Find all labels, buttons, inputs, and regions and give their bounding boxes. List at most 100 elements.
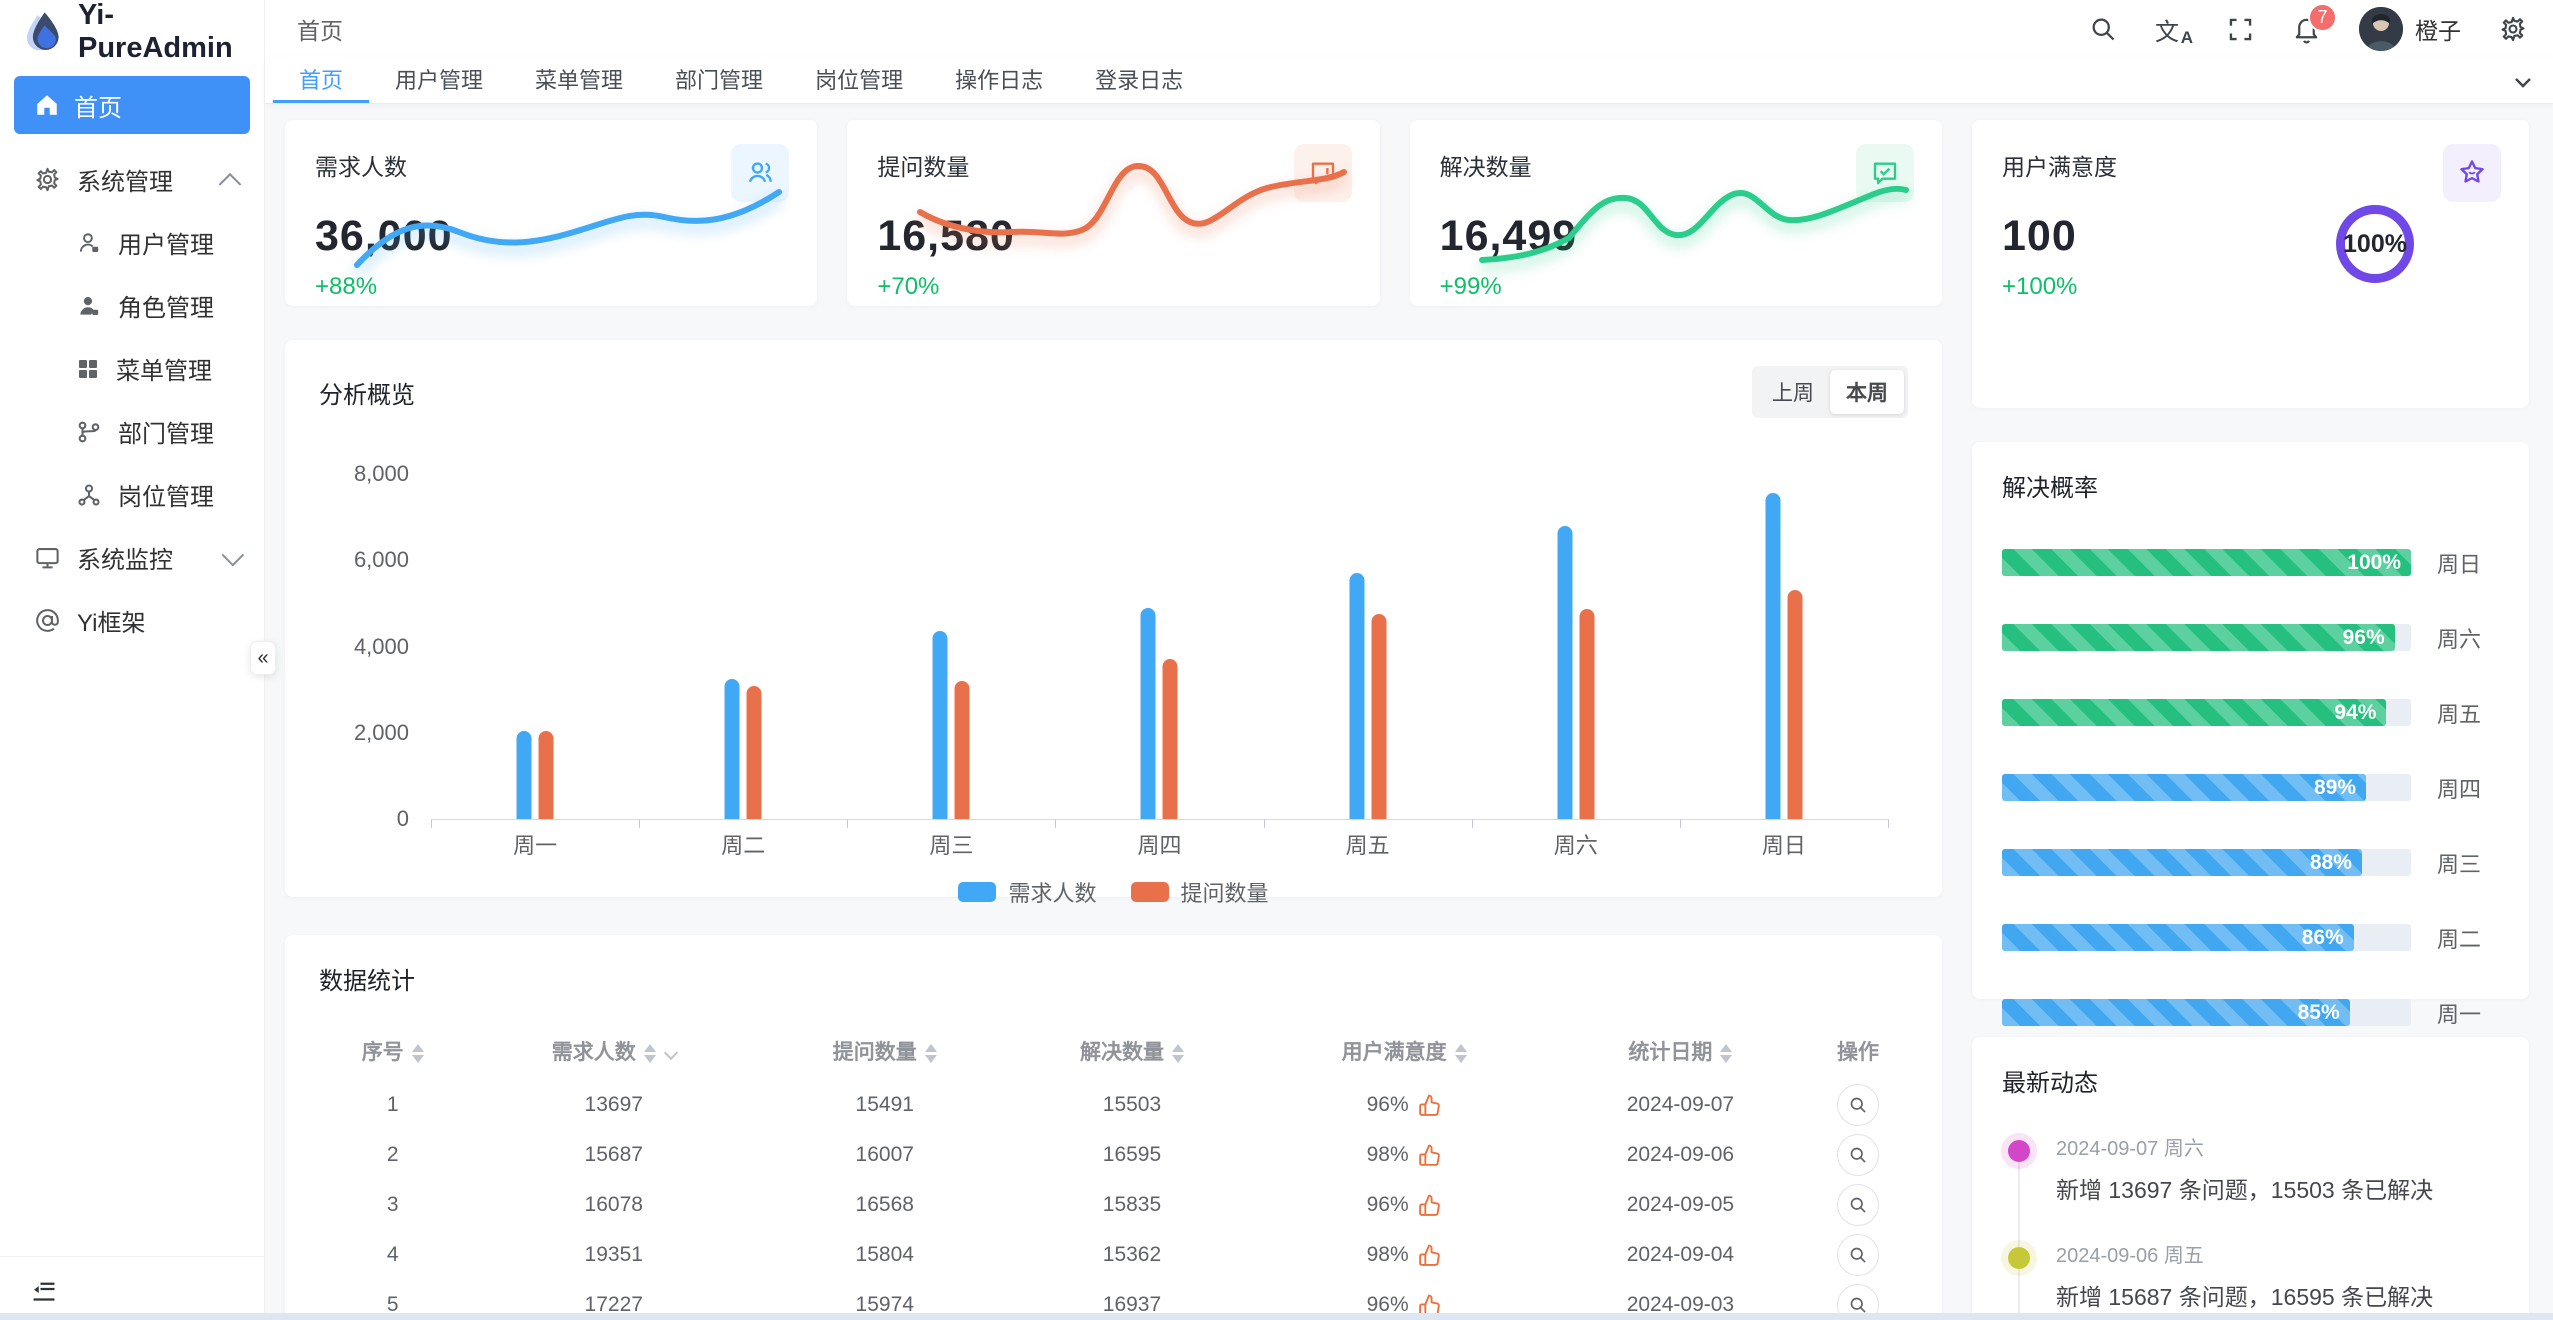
- solve-probability-row: 100% 周日: [2002, 547, 2499, 579]
- y-axis-tick-label: 6,000: [353, 547, 409, 573]
- progress-track: 86%: [2002, 924, 2411, 951]
- view-detail-button[interactable]: [1837, 1134, 1880, 1176]
- bar-提问数量[interactable]: [1371, 613, 1387, 819]
- tab-用户管理[interactable]: 用户管理: [395, 68, 484, 93]
- sort-carets-icon[interactable]: [1720, 1043, 1733, 1063]
- sidebar-item-system-mgmt[interactable]: 系统管理: [0, 148, 264, 211]
- sidebar-item-system-monitor[interactable]: 系统监控: [0, 526, 264, 589]
- legend-item-提问数量[interactable]: 提问数量: [1130, 876, 1269, 908]
- sidebar-item-部门管理[interactable]: 部门管理: [0, 400, 264, 463]
- bar-需求人数[interactable]: [1557, 525, 1573, 819]
- legend-item-需求人数[interactable]: 需求人数: [958, 876, 1097, 908]
- solve-probability-row: 88% 周三: [2002, 847, 2499, 879]
- section-title: 数据统计: [319, 968, 415, 995]
- stat-card-delta: +70%: [877, 273, 940, 300]
- table-cell: 19351: [584, 1243, 643, 1266]
- column-header-序号[interactable]: 序号: [319, 1022, 466, 1080]
- logo[interactable]: Yi-PureAdmin: [0, 0, 264, 64]
- bar-提问数量[interactable]: [746, 686, 762, 819]
- bar-提问数量[interactable]: [1162, 658, 1178, 819]
- solve-probability-row: 96% 周六: [2002, 622, 2499, 654]
- horizontal-scrollbar[interactable]: [0, 1313, 2553, 1320]
- legend-label: 需求人数: [1008, 881, 1097, 906]
- satisfaction-cell: 96%: [1256, 1180, 1553, 1230]
- tab-操作日志[interactable]: 操作日志: [955, 68, 1044, 93]
- column-header-用户满意度[interactable]: 用户满意度: [1256, 1022, 1553, 1080]
- column-header-提问数量[interactable]: 提问数量: [761, 1022, 1008, 1080]
- table-cell: 5: [386, 1293, 399, 1316]
- view-detail-button[interactable]: [1837, 1084, 1880, 1126]
- progress-track: 96%: [2002, 624, 2411, 651]
- satisfaction-value: 96%: [1366, 1293, 1409, 1316]
- column-header-需求人数[interactable]: 需求人数: [466, 1022, 761, 1080]
- table-cell: 15804: [855, 1243, 914, 1266]
- notification-badge: 7: [2308, 2, 2337, 32]
- bar-需求人数[interactable]: [516, 730, 532, 819]
- action-cell: [1808, 1230, 1908, 1280]
- tabs-dropdown-icon[interactable]: [2511, 70, 2535, 94]
- star-icon: [2443, 144, 2501, 202]
- filter-chevron-icon[interactable]: [663, 1046, 678, 1061]
- view-detail-button[interactable]: [1837, 1184, 1880, 1226]
- progress-fill: 94%: [2002, 699, 2387, 726]
- bar-提问数量[interactable]: [1787, 590, 1803, 819]
- sort-carets-icon[interactable]: [1171, 1043, 1184, 1063]
- progress-fill: 85%: [2002, 999, 2350, 1026]
- stat-card-title: 提问数量: [877, 154, 970, 180]
- home-icon: [34, 92, 60, 118]
- bar-需求人数[interactable]: [724, 678, 740, 819]
- stat-cards-row: 需求人数 36,000 +88% 提问数量: [285, 120, 1942, 306]
- table-row: 1 13697 15491 15503 96% 2024-09-07: [319, 1080, 1908, 1130]
- axis-tick: [1471, 819, 1473, 828]
- this-week-button[interactable]: 本周: [1830, 370, 1904, 414]
- progress-track: 85%: [2002, 999, 2411, 1026]
- branch-icon: [76, 419, 102, 445]
- bar-需求人数[interactable]: [932, 631, 948, 819]
- bar-提问数量[interactable]: [954, 681, 970, 819]
- fullscreen-icon[interactable]: [2227, 16, 2254, 43]
- sidebar-item-label: 用户管理: [118, 232, 214, 259]
- sidebar-item-home[interactable]: 首页: [14, 76, 250, 134]
- progress-fill: 86%: [2002, 924, 2354, 951]
- sidebar-item-角色管理[interactable]: 角色管理: [0, 274, 264, 337]
- column-header-统计日期[interactable]: 统计日期: [1553, 1022, 1808, 1080]
- sidebar-item-用户管理[interactable]: 用户管理: [0, 211, 264, 274]
- stat-card-value: 36,000: [315, 212, 453, 260]
- table-cell: 13697: [584, 1093, 643, 1116]
- solve-probability-row: 94% 周五: [2002, 697, 2499, 729]
- chart-bar-group: 周四: [1055, 474, 1263, 858]
- notification-bell-icon[interactable]: 7: [2292, 2, 2337, 44]
- search-icon[interactable]: [2089, 15, 2117, 43]
- user-menu[interactable]: 橙子: [2359, 7, 2461, 51]
- sort-carets-icon[interactable]: [643, 1043, 656, 1063]
- sidebar-item-yi-framework[interactable]: Yi框架: [0, 589, 264, 652]
- timeline-date: 2024-09-07 周六: [2056, 1137, 2204, 1160]
- sort-carets-icon[interactable]: [1454, 1043, 1467, 1063]
- bar-需求人数[interactable]: [1349, 573, 1365, 819]
- bar-提问数量[interactable]: [1579, 608, 1595, 819]
- tab-部门管理[interactable]: 部门管理: [675, 68, 764, 93]
- view-detail-button[interactable]: [1837, 1234, 1880, 1276]
- bar-提问数量[interactable]: [538, 730, 554, 819]
- solve-probability-row: 89% 周四: [2002, 772, 2499, 804]
- last-week-button[interactable]: 上周: [1772, 382, 1814, 405]
- settings-gear-icon[interactable]: [2499, 15, 2527, 43]
- sidebar-item-菜单管理[interactable]: 菜单管理: [0, 337, 264, 400]
- sort-carets-icon[interactable]: [411, 1043, 424, 1063]
- sidebar-item-岗位管理[interactable]: 岗位管理: [0, 463, 264, 526]
- sidebar-item-label: 岗位管理: [118, 484, 214, 511]
- tab-登录日志[interactable]: 登录日志: [1095, 68, 1184, 93]
- tab-首页[interactable]: 首页: [273, 58, 370, 103]
- progress-track: 100%: [2002, 549, 2411, 576]
- sidebar-collapse-handle[interactable]: «: [250, 641, 276, 675]
- bar-需求人数[interactable]: [1765, 493, 1781, 819]
- collapse-menu-icon[interactable]: [30, 1275, 58, 1303]
- axis-tick: [639, 819, 641, 828]
- column-header-解决数量[interactable]: 解决数量: [1008, 1022, 1255, 1080]
- bar-需求人数[interactable]: [1140, 607, 1156, 819]
- sort-carets-icon[interactable]: [924, 1043, 937, 1063]
- tab-岗位管理[interactable]: 岗位管理: [815, 68, 904, 93]
- tab-菜单管理[interactable]: 菜单管理: [535, 68, 624, 93]
